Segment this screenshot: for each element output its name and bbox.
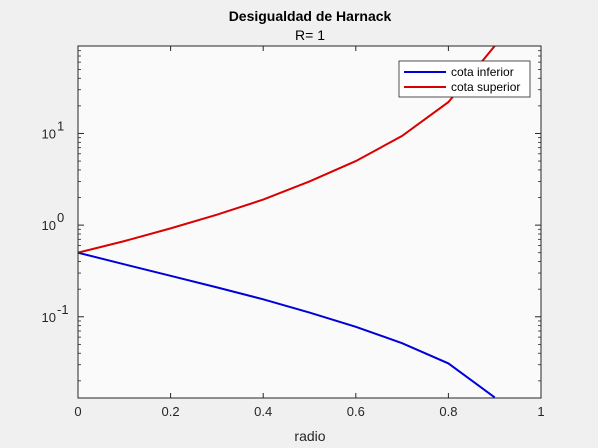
y-tick-exponent: -1 xyxy=(57,302,69,317)
x-axis-label: radio xyxy=(294,428,325,444)
plot-area xyxy=(78,46,541,398)
tick-layer xyxy=(77,45,542,398)
chart-subtitle: R= 1 xyxy=(295,27,325,43)
legend: cota inferior cota superior xyxy=(398,60,531,98)
y-tick-exponent: 0 xyxy=(57,210,64,225)
y-tick-exponent: 1 xyxy=(57,118,64,133)
series-layer xyxy=(78,46,496,398)
plot-box xyxy=(77,45,542,399)
legend-box xyxy=(398,60,531,98)
series-line-cota-inferior xyxy=(78,251,496,398)
y-tick-label: 10 xyxy=(42,218,56,233)
x-tick-label: 0.4 xyxy=(254,404,272,419)
y-tick-label: 10 xyxy=(42,126,56,141)
legend-label-cota-inferior: cota inferior xyxy=(451,65,514,79)
x-tick-label: 0.8 xyxy=(439,404,457,419)
x-tick-label: 0.6 xyxy=(347,404,365,419)
x-tick-label: 0 xyxy=(74,404,81,419)
y-tick-label: 10 xyxy=(42,310,56,325)
chart-title: Desigualdad de Harnack xyxy=(229,8,392,24)
x-tick-label: 1 xyxy=(537,404,544,419)
legend-label-cota-superior: cota superior xyxy=(451,80,520,94)
series-line-cota-superior xyxy=(78,46,496,254)
x-tick-label: 0.2 xyxy=(162,404,180,419)
